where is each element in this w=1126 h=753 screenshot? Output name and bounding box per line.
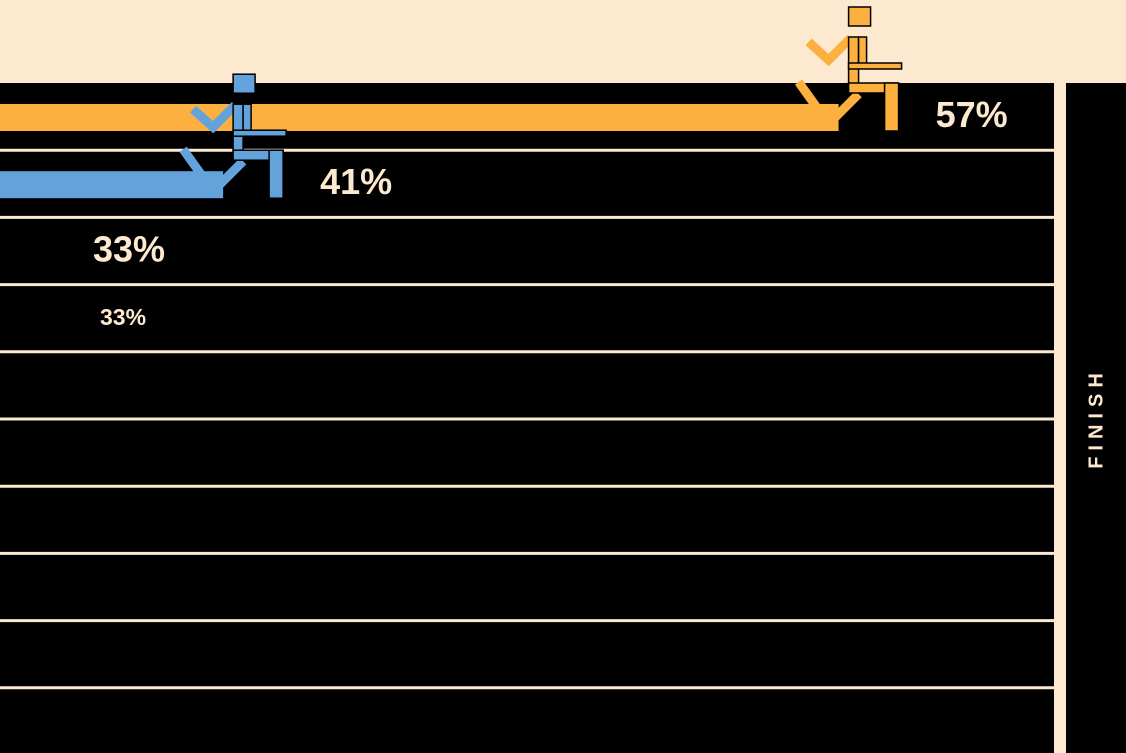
value-label: 33% [93, 228, 165, 269]
runner-part [847, 62, 903, 70]
value-label: 57% [936, 94, 1008, 135]
runner-part [232, 73, 256, 94]
runner-part [268, 149, 284, 199]
runner-part [232, 129, 287, 137]
runner-part [805, 34, 854, 67]
finish-label: FINISH [1085, 367, 1107, 469]
lane-lines [0, 148, 1054, 690]
runner-part [179, 146, 247, 199]
runner-part [190, 102, 239, 134]
runner-icon [794, 6, 903, 132]
runner-part [794, 79, 862, 131]
value-label: 33% [100, 304, 146, 330]
finish-column [1066, 83, 1126, 753]
runner-part [847, 6, 872, 27]
bar [0, 104, 839, 131]
runner-part [883, 82, 900, 132]
bar [0, 171, 224, 199]
runner-icon [179, 73, 287, 199]
value-label: 41% [320, 161, 392, 202]
